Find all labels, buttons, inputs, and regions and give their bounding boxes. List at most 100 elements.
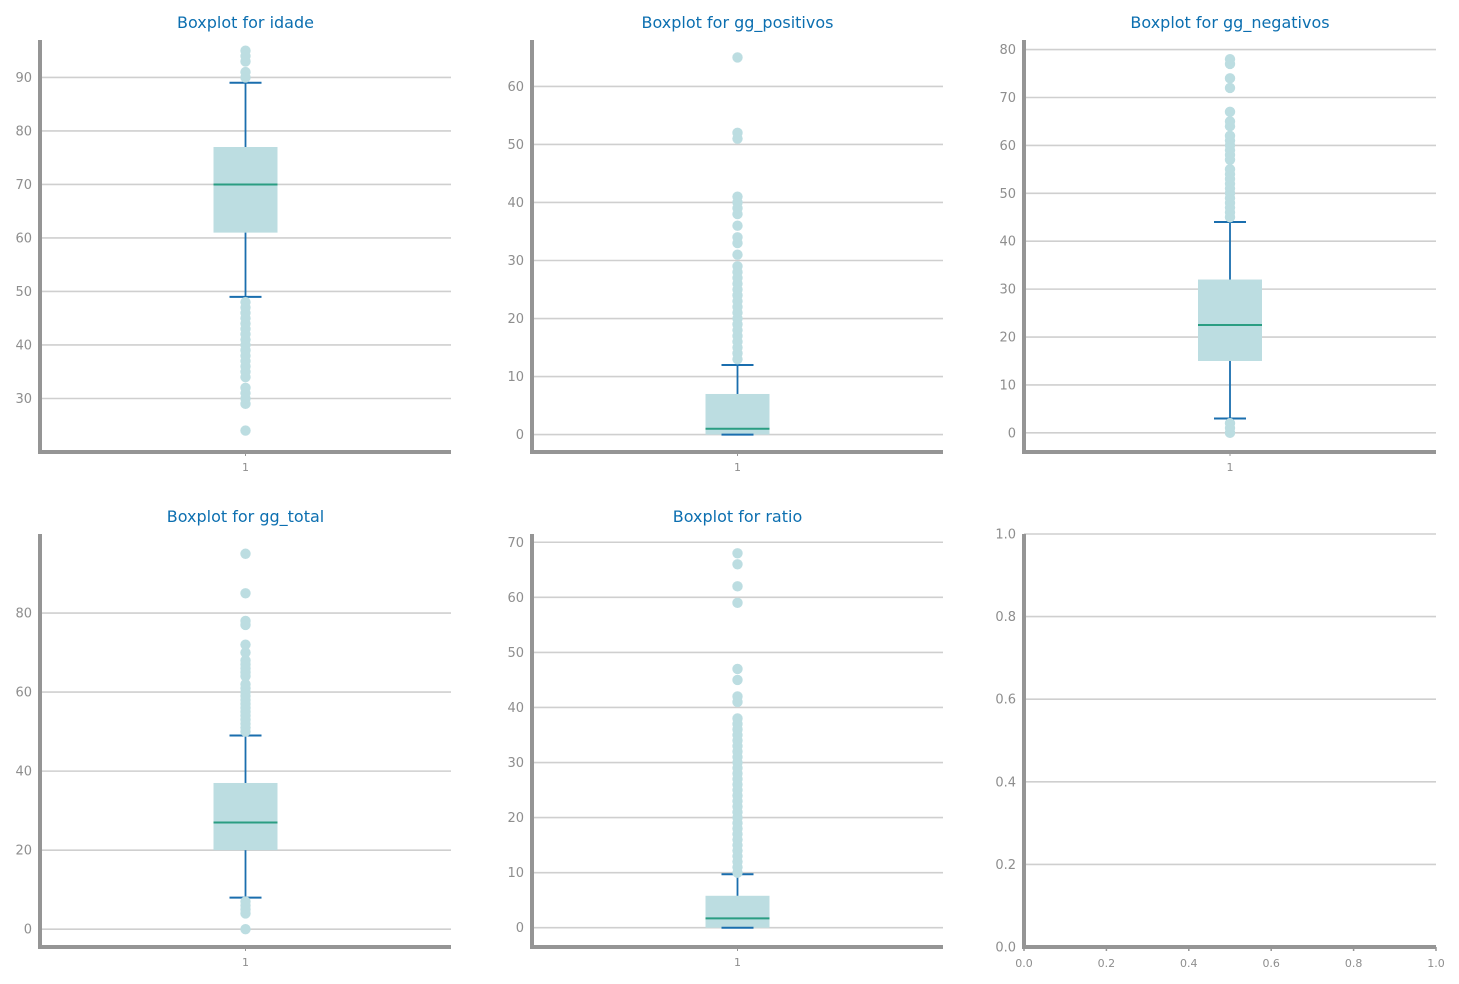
y-tick-label: 0.0 — [995, 941, 1016, 956]
outlier-point — [240, 678, 251, 690]
x-tick-label: 0.0 — [1015, 957, 1033, 970]
y-tick-label: 60 — [507, 591, 524, 606]
outlier-point — [732, 52, 743, 63]
chart-title: Boxplot for gg_total — [167, 507, 324, 527]
box-iqr — [213, 782, 278, 851]
y-tick-label: 30 — [507, 254, 524, 269]
chart-panel-3: Boxplot for gg_negativos 0 10 20 30 40 50 60 70 8… — [999, 13, 1436, 474]
x-tick-label: 0.6 — [1262, 957, 1280, 970]
outlier-point — [1224, 53, 1236, 65]
outlier-point — [1224, 164, 1236, 175]
outlier-point — [240, 66, 251, 78]
outlier-point — [1224, 418, 1236, 429]
outlier-point — [1224, 73, 1236, 84]
outlier-point — [240, 924, 251, 935]
box-iqr — [705, 895, 770, 928]
y-tick-label: 40 — [507, 196, 524, 211]
y-tick-label: 0 — [516, 921, 524, 936]
outlier-point — [732, 220, 743, 231]
outlier-point — [240, 425, 251, 436]
outlier-point — [732, 191, 743, 202]
y-tick-label: 50 — [15, 285, 32, 300]
y-tick-label: 0.6 — [995, 693, 1016, 708]
x-tick-label: 0.8 — [1345, 957, 1363, 970]
y-tick-label: 40 — [507, 701, 524, 716]
chart-title: Boxplot for idade — [177, 13, 314, 32]
outlier-point — [732, 261, 743, 272]
y-tick-label: 50 — [999, 187, 1016, 202]
chart-panel-6: 0.0 0.2 0.4 0.6 0.8 1.0 0.0 0.2 0.4 0.6 0.8 1.0 — [995, 528, 1444, 971]
outlier-point — [1224, 116, 1236, 127]
x-tick-label: 1.0 — [1427, 957, 1445, 970]
chart-panel-2: Boxplot for gg_positivos 0 10 20 30 40 50 60 1 — [507, 13, 943, 474]
box-iqr — [213, 147, 278, 233]
outlier-point — [732, 548, 743, 559]
y-tick-label: 60 — [507, 80, 524, 95]
outlier-point — [732, 663, 743, 675]
y-tick-label: 50 — [507, 646, 524, 661]
y-tick-label: 80 — [999, 43, 1016, 58]
y-tick-label: 10 — [507, 370, 524, 385]
x-tick-label: 1 — [242, 956, 249, 969]
outlier-point — [732, 691, 743, 702]
y-tick-label: 0 — [1008, 426, 1016, 441]
chart-title: Boxplot for gg_positivos — [642, 13, 834, 33]
y-tick-label: 70 — [507, 536, 524, 551]
y-tick-label: 20 — [999, 331, 1016, 346]
y-tick-label: 20 — [15, 844, 32, 859]
y-tick-label: 70 — [15, 178, 32, 193]
y-tick-label: 80 — [15, 124, 32, 139]
outlier-point — [240, 655, 251, 666]
outlier-point — [732, 581, 743, 592]
y-tick-label: 40 — [15, 765, 32, 780]
y-tick-label: 90 — [15, 71, 32, 86]
box-iqr — [1198, 279, 1262, 361]
x-tick-label: 1 — [734, 956, 741, 969]
x-tick-label: 1 — [734, 461, 741, 474]
y-tick-label: 30 — [999, 283, 1016, 298]
x-tick-label: 1 — [1227, 461, 1234, 474]
outlier-point — [240, 639, 251, 650]
y-tick-label: 20 — [507, 811, 524, 826]
chart-panel-1: Boxplot for idade 30 40 50 60 70 80 90 1 — [15, 13, 451, 474]
outlier-point — [240, 296, 251, 308]
y-tick-label: 0 — [24, 923, 32, 938]
outlier-point — [1224, 82, 1236, 94]
y-tick-label: 0.4 — [995, 775, 1016, 790]
y-tick-label: 60 — [15, 231, 32, 246]
outlier-point — [240, 896, 251, 907]
outlier-point — [732, 127, 743, 139]
y-tick-label: 70 — [999, 91, 1016, 106]
y-tick-label: 40 — [999, 235, 1016, 250]
outlier-point — [240, 647, 251, 658]
outlier-point — [1224, 106, 1236, 118]
chart-panel-5: Boxplot for ratio 0 10 20 30 40 50 60 70 1 — [507, 507, 943, 969]
chart-title: Boxplot for ratio — [673, 507, 802, 526]
outlier-point — [1224, 130, 1236, 142]
outlier-point — [732, 713, 743, 724]
outlier-point — [240, 588, 251, 599]
outlier-point — [732, 674, 743, 686]
outlier-point — [240, 382, 251, 393]
outlier-point — [240, 548, 251, 559]
outlier-point — [732, 597, 743, 609]
y-tick-label: 0.8 — [995, 610, 1016, 625]
x-tick-label: 1 — [242, 461, 249, 474]
outlier-point — [240, 615, 251, 627]
outlier-point — [732, 559, 743, 570]
y-tick-label: 60 — [15, 686, 32, 701]
y-tick-label: 0.2 — [995, 858, 1016, 873]
x-tick-label: 0.2 — [1098, 957, 1116, 970]
y-tick-label: 60 — [999, 139, 1016, 154]
y-tick-label: 40 — [15, 338, 32, 353]
y-tick-label: 50 — [507, 138, 524, 153]
x-tick-label: 0.4 — [1180, 957, 1198, 970]
y-tick-label: 10 — [999, 378, 1016, 393]
chart-title: Boxplot for gg_negativos — [1130, 13, 1329, 33]
y-tick-label: 30 — [15, 392, 32, 407]
y-tick-label: 1.0 — [995, 528, 1016, 543]
y-tick-label: 20 — [507, 312, 524, 327]
chart-panel-4: Boxplot for gg_total 0 20 40 60 80 1 — [15, 507, 451, 969]
y-tick-label: 0 — [516, 428, 524, 443]
